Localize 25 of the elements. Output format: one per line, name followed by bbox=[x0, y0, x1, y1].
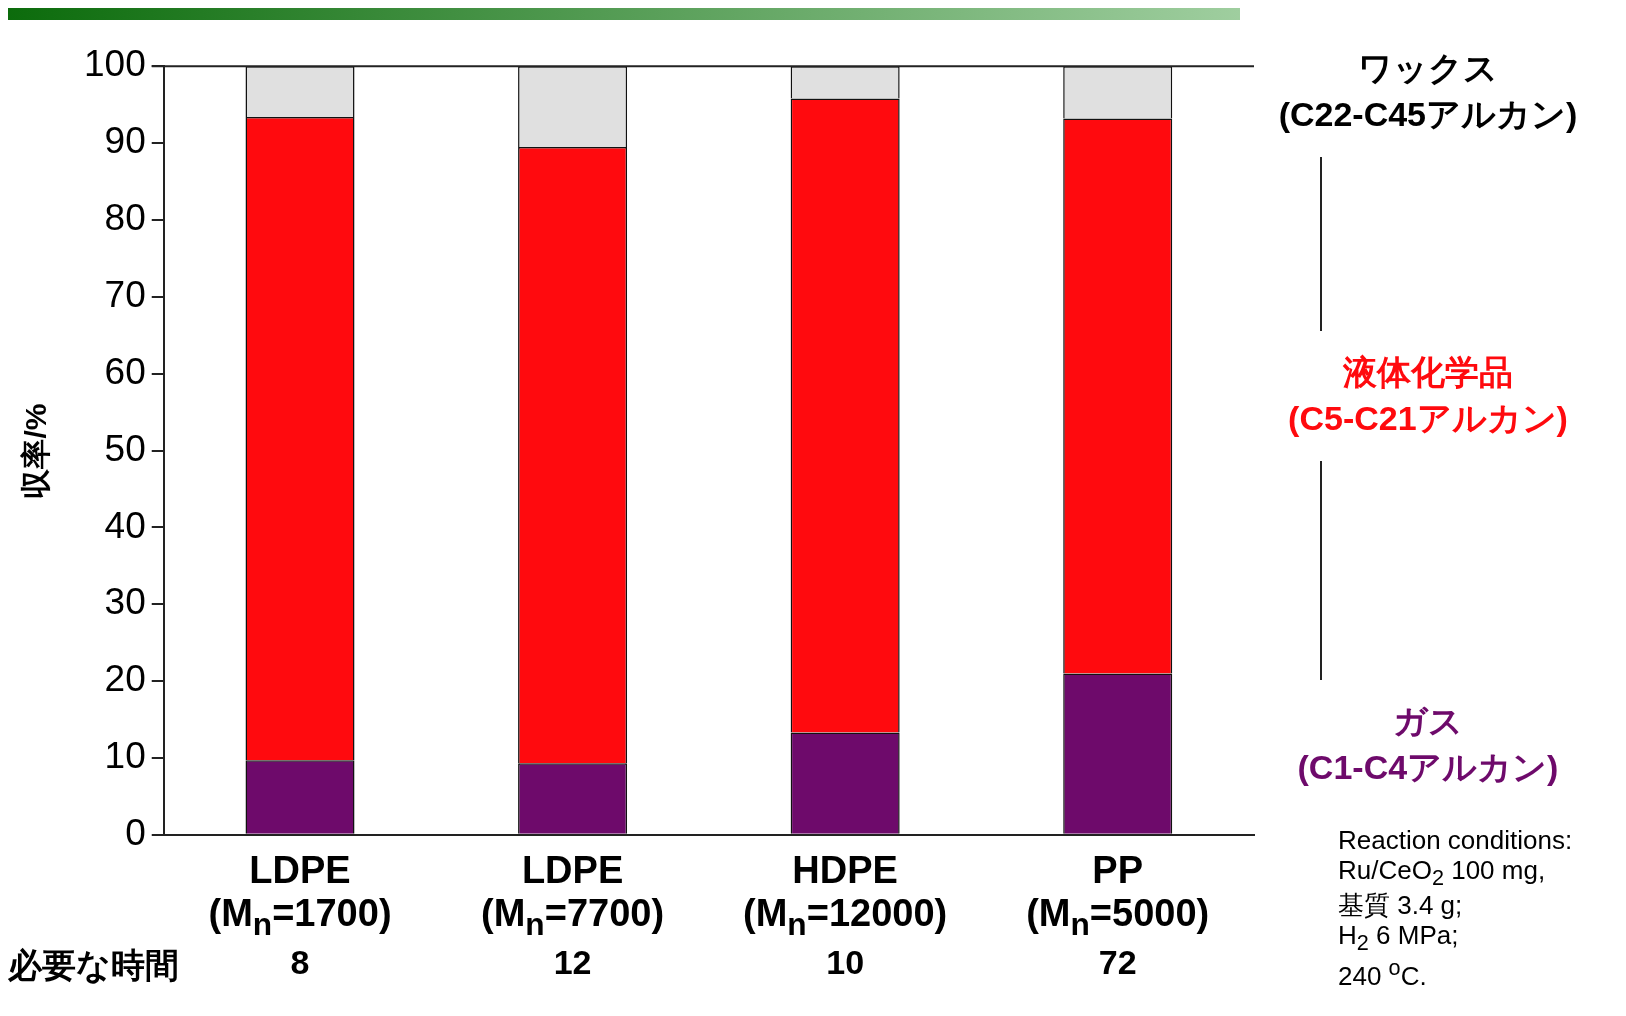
x-tick-label: LDPE (M$_{n}$=1700) bbox=[208, 848, 392, 943]
x-tick-label: LDPE (M$_{n}$=7700) bbox=[481, 848, 665, 943]
y-tick-label: 30 bbox=[104, 581, 146, 623]
text: 10 bbox=[826, 942, 865, 981]
x-tick-label: HDPE (M$_{n}$=12000) bbox=[743, 848, 948, 943]
text: ワックス (C22-C45アルカン) bbox=[1278, 49, 1578, 134]
y-tick-label: 50 bbox=[104, 427, 146, 469]
y-axis-title: 収率/% bbox=[18, 402, 52, 499]
text: 12 bbox=[553, 942, 592, 981]
x-tick-label: PP (M$_{n}$=5000) bbox=[1026, 848, 1210, 943]
y-tick-label: 80 bbox=[104, 197, 146, 239]
text: 必要な時間 bbox=[8, 945, 179, 984]
y-tick-label: 60 bbox=[104, 350, 146, 392]
y-tick-label: 20 bbox=[104, 658, 146, 700]
y-tick-label: 90 bbox=[104, 120, 146, 162]
text: 液体化学品 (C5-C21アルカン) bbox=[1288, 353, 1568, 437]
y-tick-label: 0 bbox=[125, 812, 146, 853]
y-tick-label: 40 bbox=[104, 504, 146, 546]
y-tick-label: 70 bbox=[104, 273, 146, 315]
y-tick-label: 10 bbox=[104, 735, 146, 777]
text: 8 bbox=[290, 942, 310, 981]
text: ガス (C1-C4アルカン) bbox=[1297, 701, 1559, 786]
text: Reaction conditions: Ru/CeO$_{2}$ 100 mg, 基質 3.4 g; H$_{2}$ 6 MPa; 240 $^{o}$C. bbox=[1338, 825, 1573, 991]
text: 72 bbox=[1098, 942, 1137, 981]
y-tick-label: 100 bbox=[84, 43, 146, 85]
